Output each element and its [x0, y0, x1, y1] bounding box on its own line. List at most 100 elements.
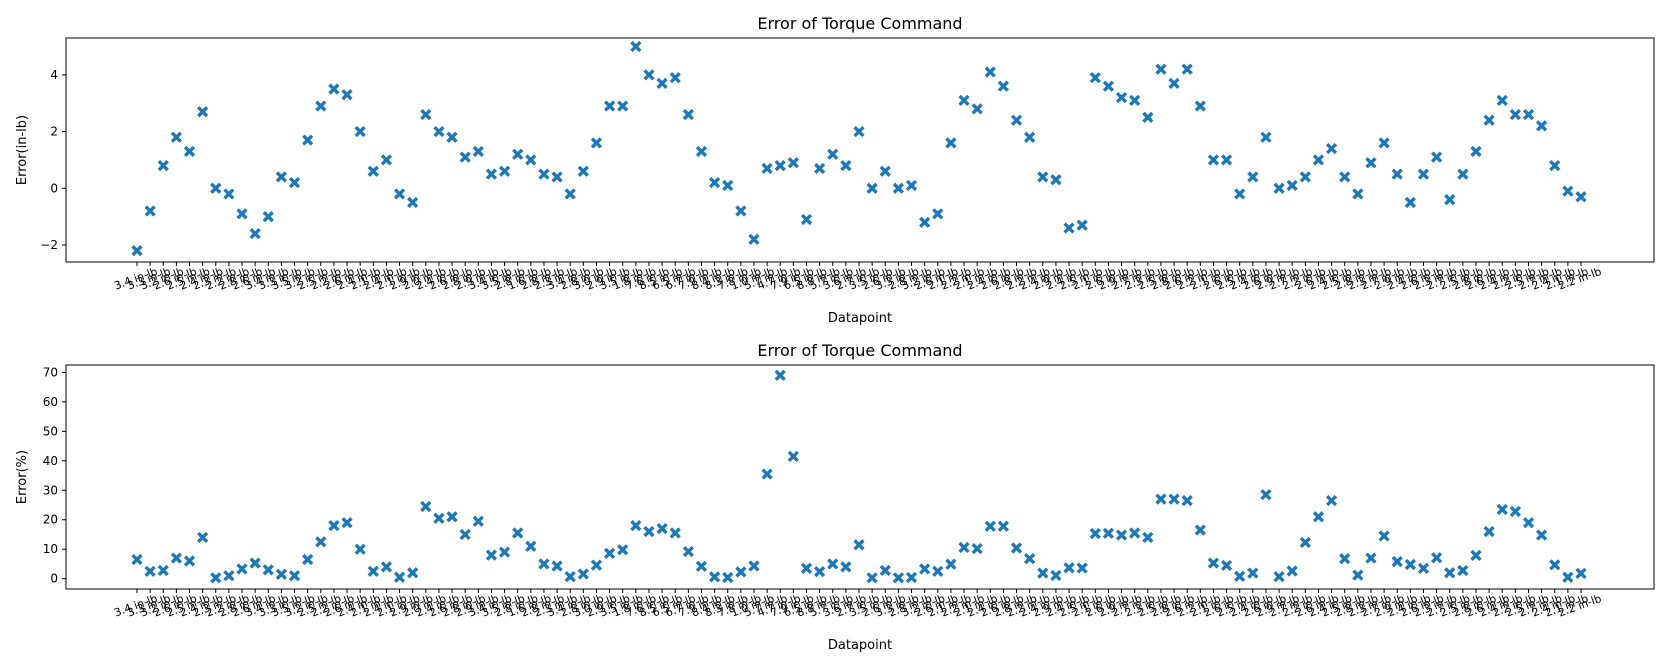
data-point-marker	[275, 171, 288, 183]
data-point-marker	[498, 165, 511, 177]
data-point-marker	[564, 188, 576, 200]
data-point-marker	[1483, 114, 1495, 126]
data-point-marker	[1536, 529, 1548, 541]
data-point-marker	[354, 543, 366, 555]
data-point-marker	[1076, 562, 1088, 574]
data-point-marker	[1273, 182, 1285, 194]
data-point-marker	[1207, 557, 1220, 569]
plot-area-frame	[65, 364, 1655, 590]
data-point-marker	[590, 559, 603, 571]
data-point-marker	[1181, 63, 1193, 75]
data-point-marker	[708, 177, 721, 189]
data-point-marker	[249, 228, 261, 240]
y-tick-label: 30	[43, 483, 58, 497]
data-point-marker	[1312, 511, 1325, 523]
data-point-marker	[1010, 542, 1023, 554]
data-point-marker	[407, 567, 419, 579]
data-point-marker	[1181, 494, 1193, 507]
data-point-marker	[367, 565, 379, 577]
data-point-marker	[472, 515, 484, 527]
data-point-marker	[630, 520, 642, 532]
data-point-marker	[1312, 154, 1325, 166]
data-point-marker	[932, 565, 944, 577]
y-tick-label: 50	[43, 424, 58, 438]
data-point-marker	[1325, 142, 1338, 155]
data-point-marker	[249, 557, 261, 569]
data-point-marker	[682, 545, 694, 558]
data-point-marker	[1260, 131, 1272, 143]
data-point-marker	[1404, 558, 1416, 571]
data-point-marker	[183, 145, 196, 158]
data-point-marker	[1339, 553, 1351, 565]
data-point-marker	[1562, 571, 1574, 583]
data-point-marker	[262, 564, 274, 576]
data-point-marker	[393, 188, 406, 200]
data-point-marker	[840, 561, 852, 573]
data-point-marker	[210, 182, 222, 194]
data-point-marker	[1378, 530, 1390, 542]
data-point-marker	[748, 233, 760, 245]
data-point-marker	[1076, 219, 1088, 231]
data-point-marker	[722, 179, 734, 192]
data-point-marker	[892, 572, 904, 584]
data-point-marker	[919, 563, 931, 575]
data-point-marker	[1457, 564, 1469, 577]
data-point-marker	[1299, 536, 1311, 549]
data-point-marker	[853, 539, 865, 551]
data-point-marker	[866, 182, 878, 194]
data-point-marker	[1234, 188, 1246, 200]
data-point-marker	[1299, 171, 1311, 183]
data-point-marker	[735, 205, 747, 217]
data-point-marker	[774, 369, 786, 381]
data-point-marker	[1102, 80, 1115, 92]
y-tick-label: 10	[43, 542, 58, 556]
data-point-marker	[866, 572, 878, 584]
y-tick-label: 70	[43, 365, 58, 379]
data-point-marker	[905, 571, 918, 584]
data-point-marker	[1417, 562, 1430, 574]
data-point-marker	[814, 566, 826, 578]
data-point-marker	[1417, 168, 1430, 180]
data-point-marker	[695, 145, 708, 158]
data-point-marker	[236, 563, 248, 575]
data-point-marker	[932, 208, 944, 220]
data-point-marker	[341, 89, 353, 101]
chart-title: Error of Torque Command	[757, 14, 962, 33]
data-point-marker	[262, 211, 274, 223]
data-point-marker	[669, 72, 681, 84]
data-point-marker	[433, 512, 445, 524]
data-point-marker	[564, 571, 576, 583]
data-point-marker	[1050, 174, 1062, 186]
data-point-marker	[380, 561, 393, 573]
data-point-marker	[183, 555, 196, 567]
data-point-marker	[525, 540, 537, 552]
data-point-marker	[1142, 531, 1154, 544]
data-point-marker	[1562, 185, 1574, 197]
data-point-marker	[1522, 517, 1535, 529]
data-point-marker	[630, 40, 642, 53]
data-point-marker	[879, 165, 891, 177]
y-tick-label: −2	[40, 238, 58, 252]
data-point-marker	[617, 100, 629, 112]
data-point-marker	[761, 468, 773, 480]
data-point-marker	[1430, 151, 1443, 163]
data-point-marker	[1549, 159, 1561, 172]
data-point-marker	[485, 549, 498, 561]
y-tick-label: 0	[50, 572, 58, 586]
data-point-marker	[761, 162, 773, 175]
data-point-marker	[656, 522, 668, 535]
plot-area-frame	[65, 37, 1655, 263]
data-point-marker	[708, 571, 721, 583]
data-point-marker	[157, 564, 169, 577]
data-point-marker	[1129, 527, 1141, 539]
data-point-marker	[1129, 94, 1141, 106]
data-point-marker	[1522, 108, 1535, 121]
data-point-marker	[525, 154, 537, 166]
data-point-marker	[328, 520, 340, 532]
data-point-marker	[1024, 553, 1036, 565]
data-point-marker	[735, 566, 747, 578]
data-point-marker	[1286, 565, 1298, 577]
data-point-marker	[144, 205, 156, 217]
data-point-marker	[1102, 527, 1115, 539]
